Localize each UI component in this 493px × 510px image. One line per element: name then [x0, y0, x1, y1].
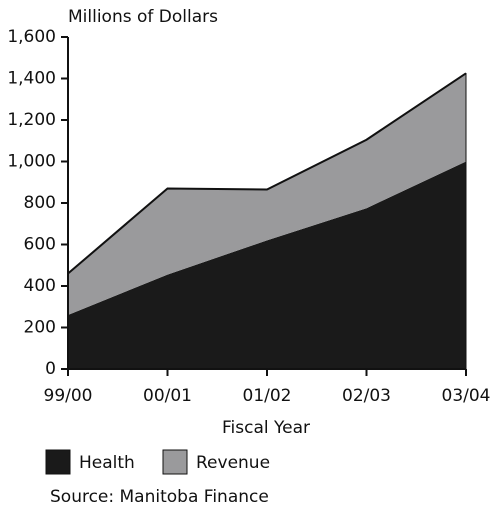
x-tick-label: 02/03: [342, 386, 391, 406]
chart-title: Millions of Dollars: [68, 7, 218, 27]
legend-swatch: [162, 449, 188, 475]
legend-label: Health: [79, 453, 135, 473]
y-tick-label: 1,600: [7, 27, 56, 47]
x-tick-label: 00/01: [143, 386, 192, 406]
y-tick-label: 600: [24, 235, 56, 255]
y-tick-label: 400: [24, 276, 56, 296]
x-tick-label: 03/04: [442, 386, 491, 406]
total-outline: [67, 72, 467, 275]
y-tick-label: 0: [45, 359, 56, 379]
legend-label: Revenue: [196, 453, 270, 473]
y-tick-label: 200: [24, 318, 56, 338]
x-tick-label: 01/02: [243, 386, 292, 406]
x-tick-label: 99/00: [44, 386, 93, 406]
y-tick-label: 1,400: [7, 69, 56, 89]
x-axis-label: Fiscal Year: [222, 418, 310, 438]
y-tick-label: 1,200: [7, 110, 56, 130]
legend-swatch: [45, 449, 71, 475]
source-note: Source: Manitoba Finance: [50, 487, 269, 507]
y-tick-label: 800: [24, 193, 56, 213]
area: [68, 73, 466, 316]
area: [68, 161, 466, 369]
y-tick-label: 1,000: [7, 152, 56, 172]
